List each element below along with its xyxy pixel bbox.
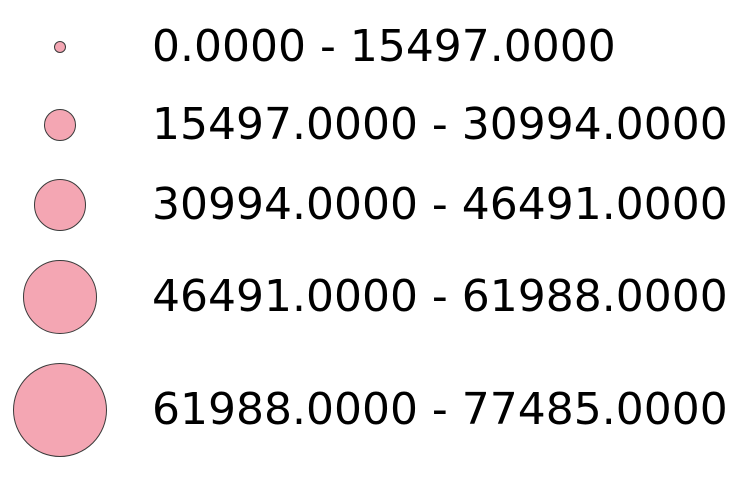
legend-symbol-cell [0, 17, 134, 77]
range-separator: - [417, 99, 462, 150]
circle-symbol-icon [13, 363, 107, 457]
range-min: 30994.0000 [152, 179, 418, 230]
circle-symbol-icon [23, 260, 97, 334]
legend-range-label: 30994.0000 - 46491.0000 [152, 175, 728, 235]
range-max: 46491.0000 [461, 179, 728, 230]
legend-range-label: 0.0000 - 15497.0000 [152, 17, 616, 77]
legend-entry: 0.0000 - 15497.0000 [0, 17, 749, 77]
legend-entry: 61988.0000 - 77485.0000 [0, 363, 749, 457]
range-max: 77485.0000 [461, 384, 728, 435]
legend-entry: 30994.0000 - 46491.0000 [0, 175, 749, 235]
range-separator: - [417, 179, 462, 230]
range-max: 61988.0000 [461, 271, 728, 322]
range-min: 0.0000 [152, 21, 306, 72]
legend-range-label: 46491.0000 - 61988.0000 [152, 267, 728, 327]
legend-range-label: 61988.0000 - 77485.0000 [152, 380, 728, 440]
range-min: 61988.0000 [152, 384, 418, 435]
range-max: 30994.0000 [461, 99, 728, 150]
legend-entry: 15497.0000 - 30994.0000 [0, 95, 749, 155]
range-separator: - [417, 384, 462, 435]
legend-symbol-cell [0, 95, 134, 155]
circle-symbol-icon [54, 41, 66, 53]
range-separator: - [417, 271, 462, 322]
legend-symbol-cell [0, 260, 134, 334]
legend-symbol-cell [0, 363, 134, 457]
legend-symbol-cell [0, 175, 134, 235]
legend-entry: 46491.0000 - 61988.0000 [0, 260, 749, 334]
legend-range-label: 15497.0000 - 30994.0000 [152, 95, 728, 155]
range-min: 15497.0000 [152, 99, 418, 150]
range-max: 15497.0000 [349, 21, 616, 72]
range-min: 46491.0000 [152, 271, 418, 322]
circle-symbol-icon [34, 179, 86, 231]
circle-symbol-icon [44, 109, 76, 141]
range-separator: - [305, 21, 350, 72]
